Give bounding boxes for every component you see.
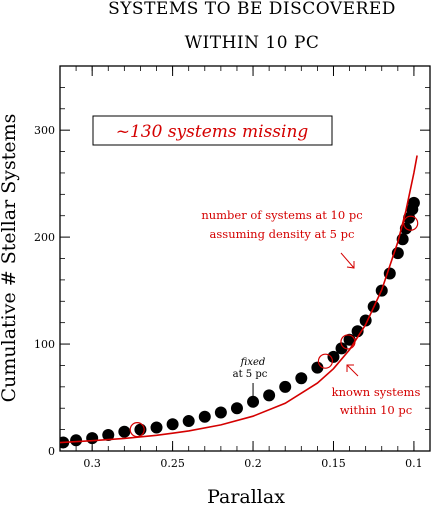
known-system-point xyxy=(102,428,115,441)
y-tick-label: 300 xyxy=(34,124,55,137)
x-tick-label: 0.15 xyxy=(321,457,346,470)
missing-systems-text: ~130 systems missing xyxy=(116,122,309,142)
known-system-point xyxy=(295,372,308,385)
density-model-line xyxy=(60,155,418,444)
known-systems-points xyxy=(60,196,420,449)
x-axis-label: Parallax xyxy=(207,486,285,506)
highlight-circle xyxy=(317,353,334,369)
y-tick-label: 0 xyxy=(48,445,55,458)
model-annotation-line-2: assuming density at 5 pc xyxy=(210,227,355,241)
highlight-circles xyxy=(129,215,419,438)
known-annotation-line-2: within 10 pc xyxy=(340,403,412,417)
known-system-point xyxy=(327,350,340,363)
known-system-point xyxy=(214,406,227,419)
x-tick-label: 0.25 xyxy=(160,457,185,470)
y-tick-label: 100 xyxy=(34,338,55,351)
known-system-point xyxy=(247,395,260,408)
y-tick-label: 200 xyxy=(34,231,55,244)
highlight-circle xyxy=(403,215,419,231)
known-system-point xyxy=(311,361,324,374)
known-system-point xyxy=(118,425,131,438)
known-system-point xyxy=(279,380,292,393)
known-system-point xyxy=(407,196,420,209)
y-axis-label: Cumulative # Stellar Systems xyxy=(0,114,20,403)
highlight-circle xyxy=(340,334,356,350)
known-system-point xyxy=(70,434,83,447)
known-system-point xyxy=(182,415,195,428)
fixed-annotation-line-2: at 5 pc xyxy=(233,369,268,380)
x-tick-label: 0.1 xyxy=(405,457,423,470)
x-axis-ticks: 0.3 0.25 0.2 0.15 0.1 xyxy=(59,66,431,470)
missing-systems-box xyxy=(92,115,333,146)
model-arrow xyxy=(340,252,355,269)
known-system-point xyxy=(150,421,163,434)
highlight-circle xyxy=(129,422,145,438)
chart-title-line-1: SYSTEMS TO BE DISCOVERED xyxy=(108,0,396,19)
x-tick-label: 0.3 xyxy=(83,457,101,470)
known-system-point xyxy=(351,325,364,338)
x-tick-label: 0.2 xyxy=(244,457,262,470)
known-system-point xyxy=(335,342,348,355)
known-system-point xyxy=(263,389,276,402)
known-annotation-line-1: known systems xyxy=(332,385,421,399)
known-system-point xyxy=(230,402,243,415)
known-system-point xyxy=(86,432,99,445)
known-system-point xyxy=(198,410,211,423)
chart-title-line-2: WITHIN 10 PC xyxy=(185,33,320,53)
y-axis-ticks: 0 100 200 300 xyxy=(34,86,430,458)
fixed-annotation-line-1: fixed xyxy=(240,357,266,368)
known-arrow xyxy=(346,364,359,377)
model-annotation-line-1: number of systems at 10 pc xyxy=(201,208,362,222)
known-system-point xyxy=(166,418,179,431)
